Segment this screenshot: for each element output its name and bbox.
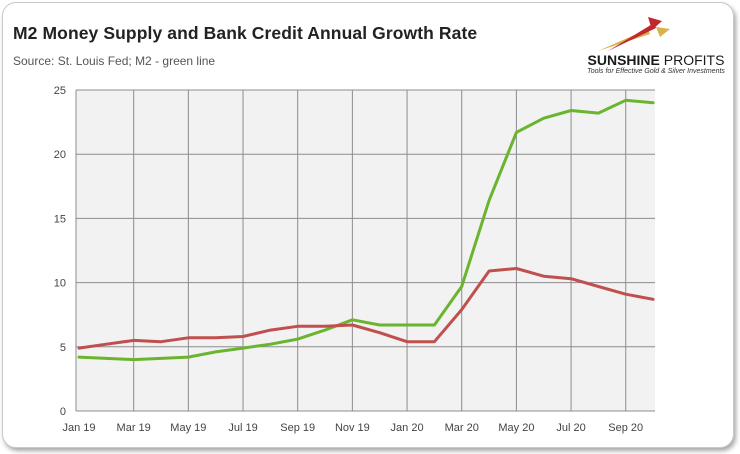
chart-subtitle: Source: St. Louis Fed; M2 - green line xyxy=(13,54,216,68)
chart-title: M2 Money Supply and Bank Credit Annual G… xyxy=(13,23,478,43)
y-tick-label: 10 xyxy=(54,278,66,290)
y-tick-label: 20 xyxy=(54,149,66,161)
y-tick-label: 0 xyxy=(60,406,66,418)
x-tick-label: Sep 19 xyxy=(280,422,315,434)
x-tick-label: Jul 20 xyxy=(556,422,585,434)
y-tick-label: 25 xyxy=(54,85,66,97)
plot-area xyxy=(76,90,655,411)
x-tick-label: May 19 xyxy=(170,422,206,434)
sunshine-profits-logo: SUNSHINE PROFITS Tools for Effective Gol… xyxy=(586,13,726,77)
x-tick-label: Mar 19 xyxy=(117,422,151,434)
logo-name-bold: SUNSHINE xyxy=(587,52,660,68)
y-tick-label: 15 xyxy=(54,213,66,225)
y-tick-label: 5 xyxy=(60,342,66,354)
logo-wordmark: SUNSHINE PROFITS xyxy=(586,52,726,68)
x-tick-label: Sep 20 xyxy=(608,422,643,434)
x-tick-label: May 20 xyxy=(498,422,534,434)
x-tick-label: Jan 20 xyxy=(391,422,424,434)
series-line-bank-credit xyxy=(77,267,655,350)
series-line-m2 xyxy=(77,98,655,362)
logo-name-light: PROFITS xyxy=(663,52,725,68)
x-tick-label: Jan 19 xyxy=(62,422,95,434)
logo-tagline: Tools for Effective Gold & Silver Invest… xyxy=(587,68,725,75)
x-tick-label: Nov 19 xyxy=(335,422,370,434)
x-tick-label: Jul 19 xyxy=(228,422,257,434)
logo-arrow-icon xyxy=(598,17,670,51)
x-tick-label: Mar 20 xyxy=(445,422,479,434)
